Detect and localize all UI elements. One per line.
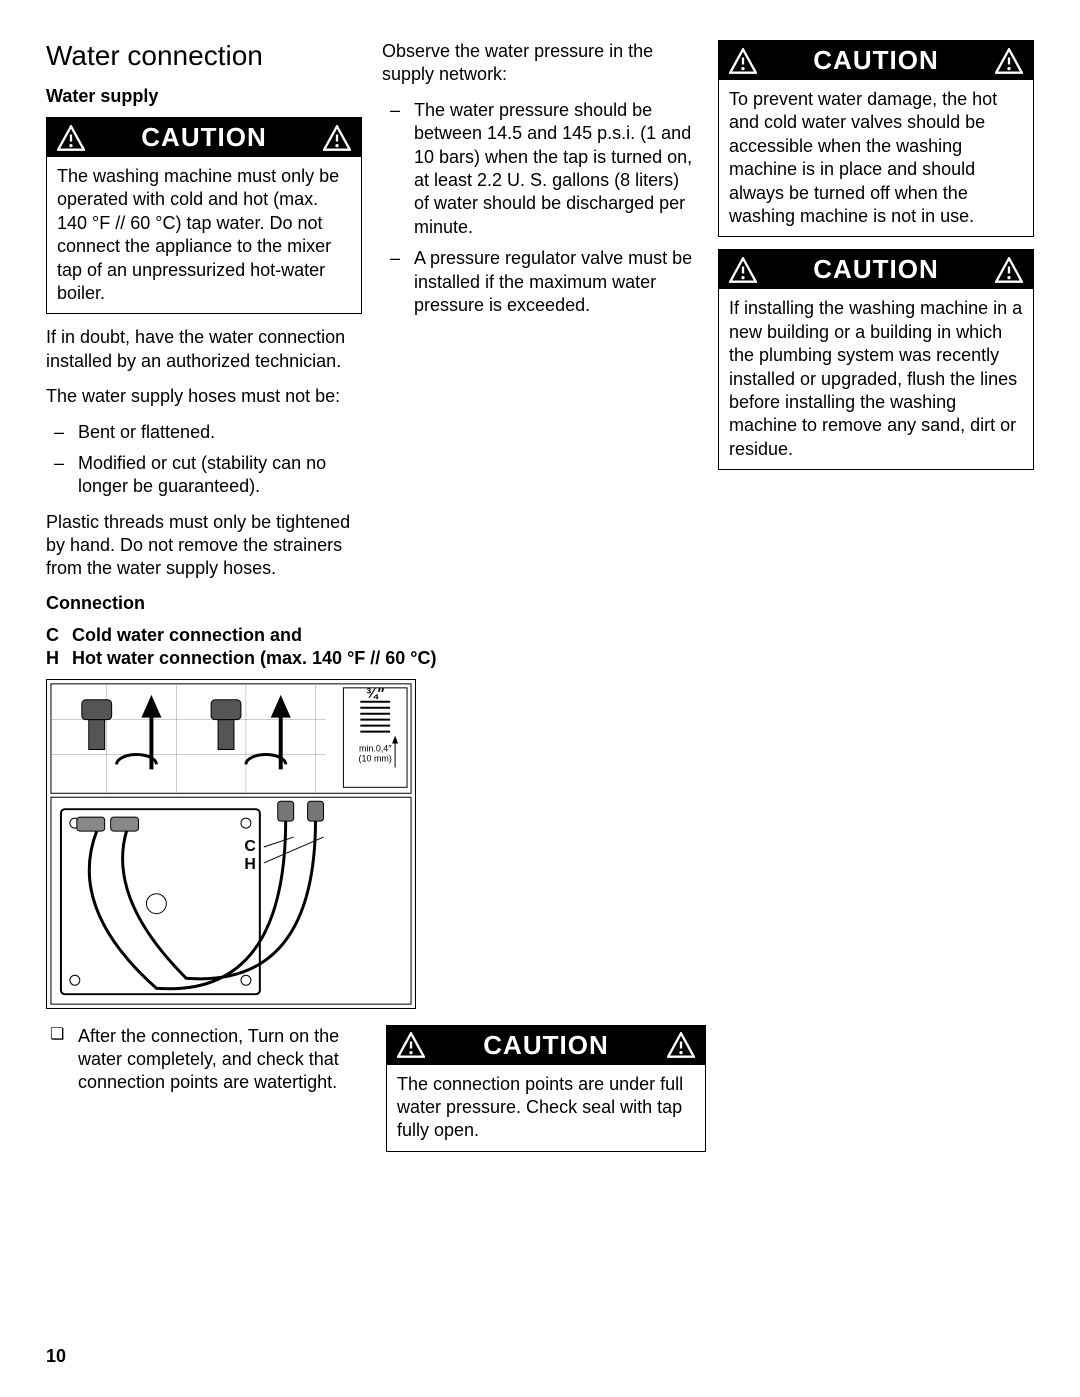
hose-list: Bent or flattened. Modified or cut (stab… bbox=[46, 421, 362, 499]
column-2: Observe the water pressure in the supply… bbox=[382, 40, 698, 1164]
connection-heading: Connection bbox=[46, 593, 362, 614]
warning-icon bbox=[995, 257, 1023, 283]
legend-text-c: Cold water connection and bbox=[72, 624, 302, 647]
paragraph: If in doubt, have the water connection i… bbox=[46, 326, 362, 373]
warning-icon bbox=[729, 48, 757, 74]
paragraph: Observe the water pressure in the supply… bbox=[382, 40, 698, 87]
page-number: 10 bbox=[46, 1346, 66, 1367]
legend-key-c: C bbox=[46, 624, 72, 647]
main-columns: Water connection Water supply CAUTION Th… bbox=[46, 40, 1034, 1164]
caution-label: CAUTION bbox=[85, 122, 323, 153]
legend-key-h: H bbox=[46, 647, 72, 670]
caution-label: CAUTION bbox=[757, 45, 995, 76]
warning-icon bbox=[57, 125, 85, 151]
diagram-c-label: C bbox=[244, 838, 256, 855]
water-supply-heading: Water supply bbox=[46, 86, 362, 107]
pressure-list: The water pressure should be between 14.… bbox=[382, 99, 698, 318]
caution-body: To prevent water damage, the hot and col… bbox=[719, 80, 1033, 236]
caution-body: If installing the washing machine in a n… bbox=[719, 289, 1033, 469]
caution-box-1: CAUTION The washing machine must only be… bbox=[46, 117, 362, 314]
list-item: A pressure regulator valve must be insta… bbox=[382, 247, 698, 317]
list-item: Bent or flattened. bbox=[46, 421, 362, 444]
paragraph: Plastic threads must only be tightened b… bbox=[46, 511, 362, 581]
column-1: Water connection Water supply CAUTION Th… bbox=[46, 40, 362, 1164]
paragraph: The water supply hoses must not be: bbox=[46, 385, 362, 408]
caution-box-3b: CAUTION If installing the washing machin… bbox=[718, 249, 1034, 470]
caution-header: CAUTION bbox=[47, 118, 361, 157]
warning-icon bbox=[729, 257, 757, 283]
after-connection-list: After the connection, Turn on the water … bbox=[46, 1025, 366, 1095]
column-3: CAUTION To prevent water damage, the hot… bbox=[718, 40, 1034, 1164]
warning-icon bbox=[995, 48, 1023, 74]
diagram-h-label: H bbox=[244, 856, 256, 873]
caution-body: The washing machine must only be operate… bbox=[47, 157, 361, 313]
caution-header: CAUTION bbox=[719, 250, 1033, 289]
connection-diagram: ¾″ min.0,4″ (10 mm) bbox=[46, 679, 416, 1009]
caution-header: CAUTION bbox=[719, 41, 1033, 80]
list-item: Modified or cut (stability can no longer… bbox=[46, 452, 362, 499]
list-item: The water pressure should be between 14.… bbox=[382, 99, 698, 239]
list-item: After the connection, Turn on the water … bbox=[46, 1025, 366, 1095]
caution-box-3a: CAUTION To prevent water damage, the hot… bbox=[718, 40, 1034, 237]
section-title: Water connection bbox=[46, 40, 362, 72]
warning-icon bbox=[323, 125, 351, 151]
caution-label: CAUTION bbox=[757, 254, 995, 285]
